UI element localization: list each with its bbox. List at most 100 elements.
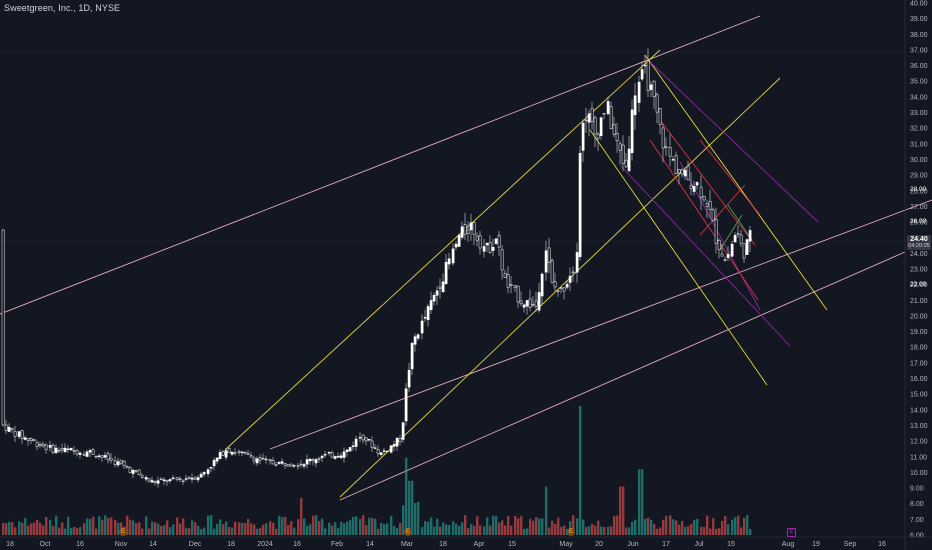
volume-bar	[678, 524, 681, 535]
price-marker-28: 28.00	[910, 186, 927, 193]
volume-bar	[520, 516, 523, 535]
volume-bar	[337, 528, 340, 535]
volume-bar	[455, 523, 458, 535]
candle-body	[125, 466, 129, 469]
price-axis-label: 9.00	[910, 486, 924, 493]
candle-body	[106, 453, 110, 461]
candle-body	[209, 467, 213, 469]
candle-body	[252, 457, 256, 462]
price-axis-label: 29.00	[910, 173, 928, 180]
candle-body	[168, 479, 172, 481]
candle-body	[469, 222, 473, 231]
candle-body	[317, 458, 321, 460]
volume-bar	[169, 527, 172, 535]
earnings-marker-nov[interactable]: E	[119, 528, 127, 536]
volume-bar	[430, 517, 433, 535]
current-price: 24.40	[910, 236, 928, 243]
candle-body	[144, 477, 148, 480]
candle-body	[320, 455, 324, 459]
candle-body	[305, 459, 309, 465]
volume-bar	[79, 527, 82, 535]
time-axis-label: 18	[227, 541, 235, 548]
volume-bar	[312, 515, 315, 535]
candle-body	[646, 60, 650, 91]
volume-bar	[740, 527, 743, 535]
volume-bar	[585, 527, 588, 535]
candle-body	[491, 247, 495, 251]
time-axis-label: 15	[508, 541, 516, 548]
candle-body	[733, 234, 737, 243]
candle-body	[382, 450, 386, 452]
price-axis-label: 14.00	[910, 407, 928, 414]
yellow-falling-lower-line	[589, 129, 768, 386]
candle-body	[221, 451, 225, 456]
candle-body	[528, 298, 532, 308]
volume-bar	[284, 516, 287, 535]
candle-body	[72, 450, 76, 452]
candle-body	[413, 336, 417, 345]
volume-bar	[191, 520, 194, 535]
candle-body	[283, 463, 287, 466]
candle-body	[119, 459, 123, 464]
candle-body	[649, 84, 653, 91]
volume-bar	[510, 525, 513, 535]
volume-bar	[148, 528, 151, 535]
candle-body	[196, 477, 200, 481]
candle-body	[553, 281, 557, 288]
volume-bar	[303, 518, 306, 535]
candle-body	[596, 133, 600, 139]
candle-body	[478, 235, 482, 249]
time-axis-label: 15	[727, 541, 735, 548]
volume-bar	[625, 527, 628, 535]
candle-body	[224, 450, 228, 458]
candle-body	[435, 290, 439, 296]
volume-bar	[39, 522, 42, 535]
time-axis-label: Apr	[474, 541, 486, 548]
volume-bar	[411, 480, 414, 535]
candle-body	[618, 143, 622, 151]
price-axis-label: 35.00	[910, 79, 928, 86]
volume-bar	[238, 522, 241, 535]
time-axis-label: 16	[293, 541, 301, 548]
candle-body	[689, 184, 693, 189]
upcoming-earnings-marker[interactable]: E	[787, 528, 796, 537]
candle-body	[367, 438, 371, 441]
candlesticks	[1, 48, 752, 488]
time-axis-label: 18	[439, 541, 447, 548]
candle-body	[302, 464, 306, 467]
volume-bar	[669, 515, 672, 535]
candle-body	[63, 447, 67, 453]
volume-bar	[33, 522, 36, 535]
volume-bar	[603, 526, 606, 535]
candle-body	[664, 146, 668, 149]
volume-bar	[706, 515, 709, 535]
candle-body	[215, 457, 219, 462]
volume-bar	[331, 525, 334, 535]
volume-bar	[693, 520, 696, 535]
price-axis-label: 19.00	[910, 329, 928, 336]
volume-bar	[532, 520, 535, 535]
candle-body	[162, 479, 166, 482]
volume-bar	[396, 528, 399, 535]
candle-body	[75, 450, 79, 455]
time-axis-label: Mar	[401, 541, 414, 548]
volume-bar	[18, 521, 21, 535]
candle-body	[199, 473, 203, 478]
volume-bar	[638, 469, 641, 535]
candle-body	[258, 457, 262, 461]
price-axis-label: 8.00	[910, 501, 924, 508]
candle-body	[26, 438, 30, 441]
candle-body	[7, 426, 11, 432]
volume-bar	[545, 486, 548, 535]
earnings-marker-feb[interactable]: E	[404, 528, 412, 536]
volume-bar	[653, 524, 656, 535]
volume-bar	[107, 517, 110, 535]
candle-body	[652, 80, 656, 97]
volume-bar	[659, 527, 662, 535]
red-inner-rise	[699, 184, 746, 236]
volume-bar	[114, 519, 117, 535]
earnings-marker-may[interactable]: E	[567, 528, 575, 536]
volume-bar	[690, 523, 693, 535]
